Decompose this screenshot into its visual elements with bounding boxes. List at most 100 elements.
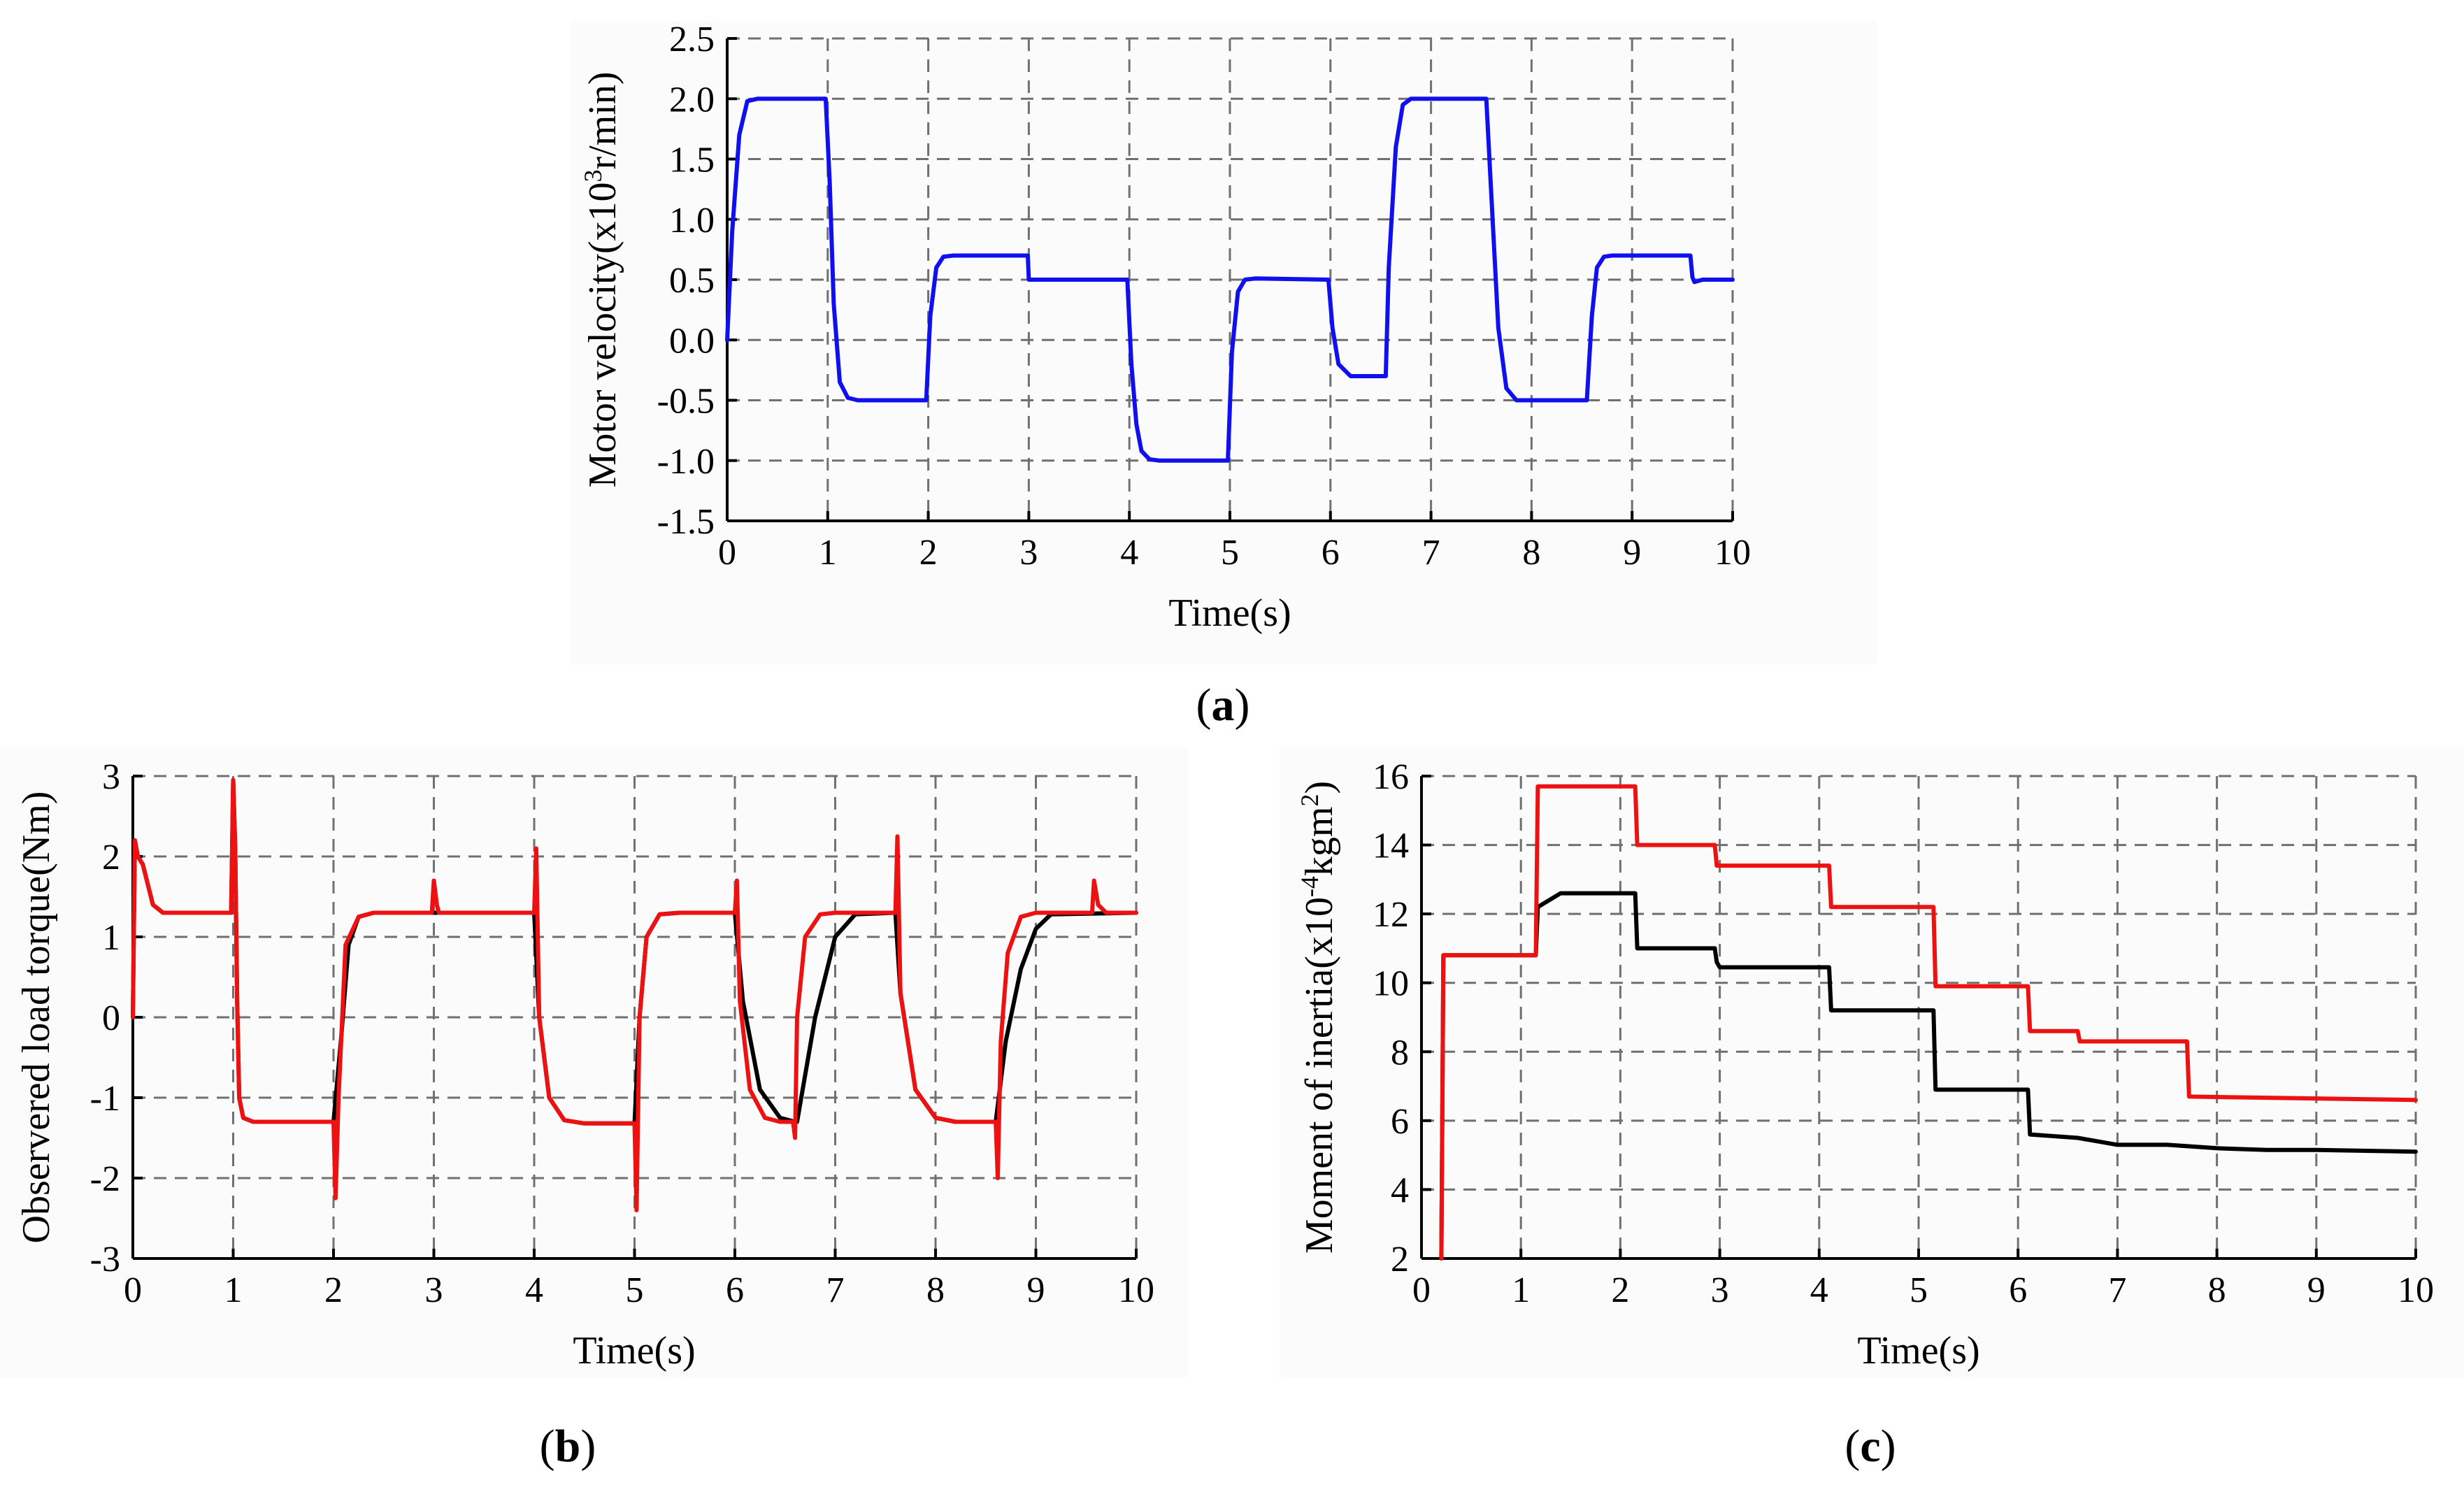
panel-b-y-tick-label-0: -3 (90, 1240, 120, 1279)
panel-c-y-axis-title-part-2: kgm (1298, 806, 1341, 876)
panel-c-series (1439, 784, 2418, 1261)
panel-c-y-tick-label-7: 16 (1373, 757, 1409, 797)
panel-a-series-0 (725, 96, 1735, 463)
panel-c-label: (c) (1845, 1421, 1896, 1472)
panel-a-y-axis-title-part-1: Motor velocity(x10 (581, 182, 624, 487)
chart-panel-a: 0 1 2 3 4 5 6 7 8 9 10 -1.5 -1.0 -0.5 0.0 0.5 1.0 1.5 2.0 2… (570, 20, 1877, 731)
panel-a-y-tick-label-0: -1.5 (657, 502, 715, 542)
panel-a-x-axis-title: Time(s) (1168, 591, 1291, 635)
panel-c-y-axis-title-part-3: ) (1298, 781, 1341, 794)
panel-c-grid (1421, 775, 2417, 1258)
panel-a-y-tick-label-6: 1.5 (669, 141, 715, 180)
panel-b-background (0, 748, 1189, 1377)
panel-a-x-tick-label-2: 2 (919, 533, 938, 573)
panel-c-x-tick-label-9: 9 (2307, 1270, 2326, 1310)
panel-a-y-tick-label-5: 1.0 (669, 201, 715, 241)
panel-c-x-tick-label-3: 3 (1711, 1270, 1729, 1310)
panel-c-y-axis-title-part-1: Moment of inertia(x10 (1298, 897, 1341, 1254)
panel-b-y-tick-label-6: 3 (102, 757, 120, 797)
panel-a-axes (726, 37, 1734, 522)
panel-b-label-letter: b (555, 1421, 581, 1472)
panel-c-x-tick-label-5: 5 (1910, 1270, 1928, 1310)
panel-b-x-tick-label-4: 4 (525, 1270, 543, 1310)
panel-c-x-tick-label-4: 4 (1810, 1270, 1828, 1310)
panel-a-background (570, 21, 1877, 664)
panel-a-label-letter: a (1212, 680, 1235, 731)
panel-a-x-tick-label-9: 9 (1623, 533, 1641, 573)
panel-c-y-tick-label-4: 10 (1373, 964, 1409, 1004)
panel-a-y-tick-label-3: 0.0 (669, 321, 715, 361)
panel-b-y-tick-label-3: 0 (102, 998, 120, 1038)
panel-b-series (131, 777, 1138, 1212)
panel-c-background (1280, 748, 2464, 1377)
panel-b-x-tick-label-7: 7 (826, 1270, 845, 1310)
panel-c-y-tick-label-2: 6 (1391, 1102, 1409, 1142)
panel-b-x-tick-label-5: 5 (626, 1270, 644, 1310)
panel-c-x-tick-label-10: 10 (2398, 1270, 2434, 1310)
panel-c-y-tick-label-3: 8 (1391, 1033, 1409, 1073)
panel-c-x-tick-label-6: 6 (2009, 1270, 2027, 1310)
panel-b-x-tick-label-10: 10 (1118, 1270, 1154, 1310)
panel-c-x-tick-label-2: 2 (1611, 1270, 1629, 1310)
panel-b-tick-labels: 0 1 2 3 4 5 6 7 8 9 10 -3 -2 -1 0 1 2 3 (90, 757, 1154, 1310)
panel-c-x-tick-label-0: 0 (1412, 1270, 1431, 1310)
chart-panel-b: 0 1 2 3 4 5 6 7 8 9 10 -3 -2 -1 0 1 2 3 Time(s) Observere… (0, 748, 1189, 1472)
panel-a-y-axis-title-superscript: 3 (579, 169, 607, 182)
panel-a-x-tick-label-1: 1 (819, 533, 837, 573)
panel-c-y-tick-label-6: 14 (1373, 826, 1409, 866)
panel-c-y-tick-label-5: 12 (1373, 895, 1409, 935)
panel-c-series-1 (1439, 784, 2418, 1261)
panel-c-x-tick-label-7: 7 (2108, 1270, 2126, 1310)
panel-a-x-tick-label-10: 10 (1714, 533, 1751, 573)
panel-c-x-tick-label-1: 1 (1512, 1270, 1530, 1310)
panel-a-x-tick-label-3: 3 (1019, 533, 1038, 573)
panel-a-x-tick-label-5: 5 (1221, 533, 1239, 573)
panel-b-x-tick-label-6: 6 (726, 1270, 744, 1310)
panel-c-series-0 (1439, 891, 2418, 1261)
panel-b-x-tick-label-9: 9 (1027, 1270, 1045, 1310)
panel-c-y-axis-title-superscript-1: -4 (1296, 876, 1324, 897)
panel-b-y-tick-label-4: 1 (102, 918, 120, 958)
panel-c-y-tick-label-1: 4 (1391, 1170, 1409, 1210)
panel-b-x-tick-label-2: 2 (324, 1270, 343, 1310)
panel-a-x-tick-label-7: 7 (1422, 533, 1440, 573)
panel-a-label: (a) (1196, 680, 1250, 731)
panel-a-x-tick-label-0: 0 (718, 533, 736, 573)
panel-c-x-tick-label-8: 8 (2208, 1270, 2226, 1310)
panel-b-grid (133, 775, 1138, 1258)
panel-c-label-letter: c (1860, 1421, 1880, 1472)
panel-a-tick-labels: 0 1 2 3 4 5 6 7 8 9 10 -1.5 -1.0 -0.5 0.0 0.5 1.0 1.5 2.0 2… (657, 20, 1751, 573)
panel-a-y-tick-label-7: 2.0 (669, 80, 715, 120)
panel-b-y-axis-title: Observered load torque(Nm) (15, 791, 58, 1244)
panel-a-y-tick-label-8: 2.5 (669, 20, 715, 59)
panel-a-y-axis-title-part-2: r/min) (581, 71, 624, 169)
panel-a-grid (727, 37, 1734, 521)
panel-b-x-tick-label-0: 0 (124, 1270, 142, 1310)
panel-b-x-tick-label-1: 1 (224, 1270, 243, 1310)
panel-b-series-1 (131, 777, 1138, 1212)
panel-a-x-tick-label-8: 8 (1522, 533, 1540, 573)
panel-c-y-axis-title: Moment of inertia(x10-4kgm2) (1296, 781, 1341, 1254)
panel-a-x-tick-label-4: 4 (1120, 533, 1138, 573)
panel-a-series (725, 96, 1735, 463)
panel-b-x-tick-label-3: 3 (425, 1270, 443, 1310)
panel-a-y-tick-label-2: -0.5 (657, 382, 715, 422)
panel-b-y-tick-label-1: -2 (90, 1159, 120, 1199)
panel-b-label: (b) (540, 1421, 596, 1472)
panel-b-x-axis-title: Time(s) (573, 1329, 695, 1372)
panel-b-x-tick-label-8: 8 (926, 1270, 945, 1310)
panel-b-y-tick-label-2: -1 (90, 1079, 120, 1119)
panel-b-y-tick-label-5: 2 (102, 838, 120, 877)
panel-a-x-tick-label-6: 6 (1321, 533, 1340, 573)
panel-c-x-axis-title: Time(s) (1857, 1329, 1979, 1372)
panel-a-y-tick-label-4: 0.5 (669, 261, 715, 301)
panel-a-y-tick-label-1: -1.0 (657, 442, 715, 482)
panel-a-y-axis-title: Motor velocity(x103r/min) (579, 71, 624, 487)
panel-c-y-tick-label-0: 2 (1391, 1240, 1409, 1279)
panel-c-axes (1420, 775, 2417, 1260)
panel-b-y-axis-title-part-1: Observered load torque(Nm) (15, 791, 58, 1244)
panel-c-y-axis-title-superscript-2: 2 (1296, 794, 1324, 806)
